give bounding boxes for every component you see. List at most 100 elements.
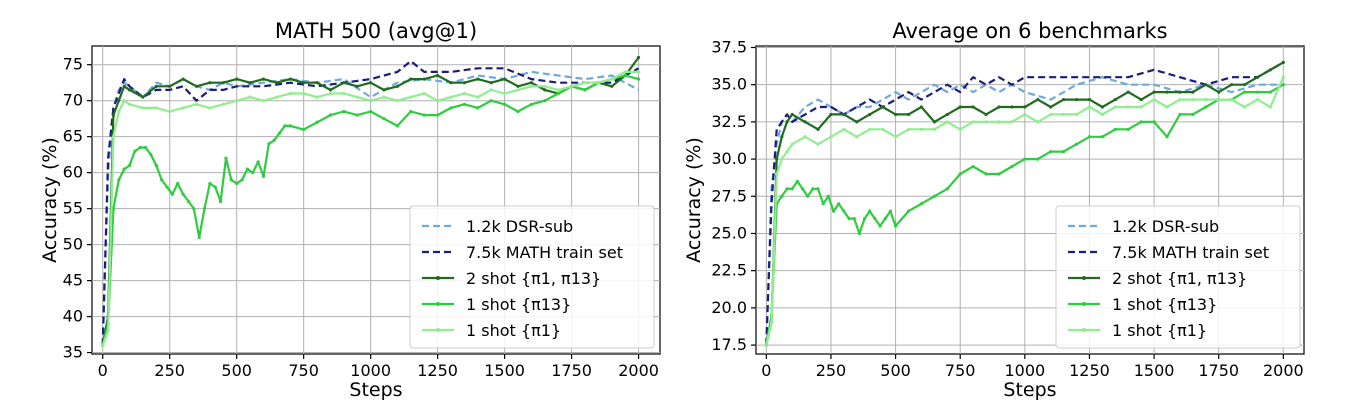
legend-label: 7.5k MATH train set [466, 243, 623, 262]
x-tick-label: 1250 [1069, 361, 1110, 380]
series-point [1178, 112, 1182, 117]
series-point [1255, 97, 1260, 102]
series-point [842, 209, 846, 213]
series-point [1242, 83, 1247, 87]
series-point [122, 167, 126, 171]
series-point [803, 135, 807, 139]
series-point [127, 163, 132, 168]
series-point [857, 231, 861, 236]
series-layer [764, 60, 1285, 347]
series-point [1152, 90, 1156, 94]
series-point [369, 99, 373, 103]
series-point [868, 209, 872, 213]
series-point [790, 112, 794, 117]
series-point [208, 106, 212, 110]
series-point [127, 88, 132, 92]
series-line-2-shot-1-13 [765, 61, 1284, 346]
x-tick-label: 1750 [1198, 361, 1239, 380]
series-point [395, 84, 400, 88]
series-point [790, 142, 794, 146]
series-point [803, 120, 807, 124]
series-point [176, 181, 180, 186]
series-point [1230, 83, 1234, 87]
series-point [1268, 68, 1272, 72]
y-tick-label: 55 [63, 199, 83, 218]
series-point [831, 209, 836, 213]
series-point [1126, 90, 1130, 94]
x-tick-label: 2000 [1263, 361, 1304, 380]
series-point [780, 157, 784, 161]
series-point [202, 207, 207, 211]
x-tick-label: 0 [761, 361, 771, 380]
series-point [826, 194, 830, 198]
series-point [1049, 112, 1053, 117]
series-point [1165, 90, 1169, 94]
series-point [1087, 105, 1092, 109]
series-point [893, 135, 898, 139]
series-point [154, 163, 158, 168]
series-point [395, 124, 400, 128]
series-point [556, 88, 560, 92]
series-point [1074, 142, 1079, 146]
y-tick-label: 50 [63, 235, 83, 254]
series-point [1165, 105, 1169, 109]
series-point [181, 192, 185, 196]
series-point [409, 77, 413, 81]
series-point [192, 207, 196, 211]
series-point [1178, 97, 1182, 102]
series-point [328, 91, 333, 96]
series-point [462, 91, 467, 96]
series-point [1191, 90, 1195, 94]
series-point [932, 194, 936, 198]
series-point [355, 84, 359, 88]
series-point [623, 70, 627, 74]
series-point [224, 156, 228, 160]
series-line-2-shot-1-13 [101, 56, 640, 346]
series-point [1217, 97, 1221, 102]
series-point [261, 77, 266, 81]
legend-swatch-marker [436, 302, 440, 306]
legend-label: 1 shot {π1} [1112, 321, 1207, 340]
y-tick-label: 70 [63, 91, 83, 110]
series-point [556, 91, 560, 96]
series-point [168, 84, 172, 88]
series-point [1139, 105, 1143, 109]
legend-box [409, 205, 655, 349]
series-point [837, 202, 841, 206]
series-point [117, 109, 121, 114]
series-point [1126, 105, 1130, 109]
series-point [852, 216, 856, 221]
series-point [275, 81, 279, 85]
series-point [958, 105, 962, 109]
series-point [111, 135, 116, 139]
series-point [919, 127, 924, 131]
y-tick-label: 17.5 [711, 335, 747, 354]
series-point [489, 99, 493, 103]
x-tick-label: 500 [221, 361, 252, 380]
series-point [111, 113, 116, 117]
series-point [235, 77, 239, 81]
series-point [529, 84, 533, 88]
series-point [154, 84, 158, 88]
series-point [275, 95, 279, 99]
series-line-7-5k-math-train-set [101, 59, 640, 346]
series-point [154, 106, 158, 110]
series-point [780, 135, 784, 139]
series-point [422, 113, 426, 117]
series-point [409, 95, 413, 99]
x-tick-label: 1750 [551, 361, 592, 380]
series-point [1139, 120, 1143, 124]
series-point [328, 88, 333, 92]
series-point [984, 112, 988, 117]
y-tick-label: 22.5 [711, 261, 747, 280]
series-point [583, 81, 587, 85]
series-point [883, 216, 887, 221]
series-point [1074, 97, 1079, 102]
series-point [208, 181, 212, 186]
series-point [283, 124, 287, 128]
series-point [1152, 120, 1156, 124]
series-point [181, 77, 185, 81]
series-point [1036, 157, 1040, 161]
series-point [919, 105, 924, 109]
